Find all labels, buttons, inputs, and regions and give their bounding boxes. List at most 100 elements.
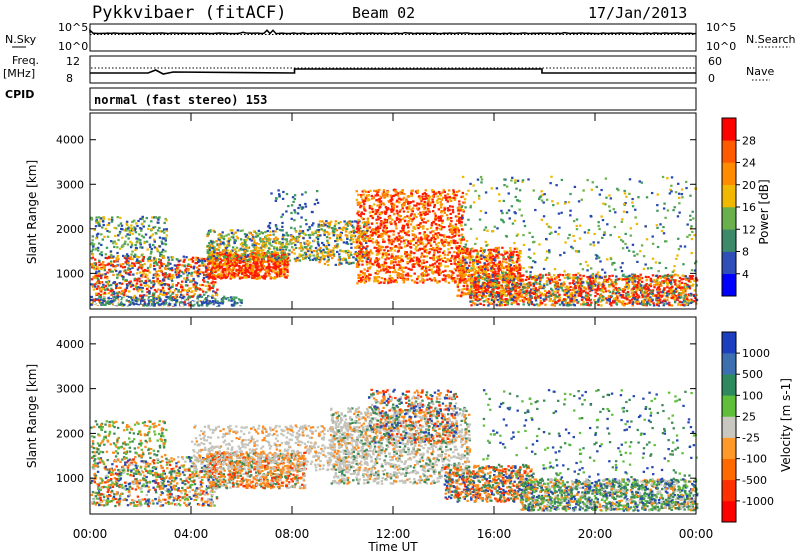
echo-cell <box>229 253 232 257</box>
echo-cell <box>273 240 276 243</box>
echo-cell <box>417 207 421 210</box>
echo-cell <box>194 284 198 288</box>
echo-cell <box>261 240 265 243</box>
echo-cell <box>110 296 113 300</box>
echo-cell <box>404 252 407 255</box>
echo-cell <box>462 275 466 278</box>
echo-cell <box>269 276 272 279</box>
echo-cell <box>384 192 388 195</box>
echo-cell <box>418 195 421 198</box>
echo-cell <box>443 244 446 247</box>
echo-cell <box>295 235 299 239</box>
echo-cell <box>463 267 467 270</box>
echo-cell <box>352 226 355 229</box>
echo-cell <box>420 262 424 265</box>
echo-cell <box>237 249 241 252</box>
echo-cell <box>235 261 238 264</box>
echo-cell <box>267 274 271 277</box>
echo-cell <box>494 246 497 250</box>
echo-cell <box>172 304 176 307</box>
echo-cell <box>271 240 275 243</box>
echo-cell <box>253 260 256 263</box>
echo-cell <box>109 264 113 267</box>
echo-cell <box>370 205 373 208</box>
echo-cell <box>454 230 457 233</box>
echo-cell <box>317 256 321 260</box>
echo-cell <box>106 223 109 227</box>
echo-cell <box>210 240 213 243</box>
echo-cell <box>147 302 151 305</box>
echo-cell <box>358 257 361 260</box>
echo-cell <box>442 278 446 281</box>
echo-cell <box>456 266 459 269</box>
echo-cell <box>305 255 308 258</box>
echo-cell <box>229 229 232 232</box>
echo-cell <box>252 271 255 275</box>
echo-cell <box>415 207 419 210</box>
echo-cell <box>363 251 366 255</box>
echo-cell <box>141 286 144 290</box>
echo-cell <box>213 262 217 265</box>
echo-cell <box>236 260 240 263</box>
echo-cell <box>357 277 360 280</box>
echo-cell <box>410 257 413 261</box>
echo-cell <box>259 237 262 240</box>
echo-cell <box>135 222 138 225</box>
echo-cell <box>123 242 126 245</box>
echo-cell <box>134 261 138 264</box>
echo-cell <box>509 253 512 256</box>
echo-cell <box>106 300 110 303</box>
echo-cell <box>144 268 147 272</box>
echo-cell <box>98 261 101 264</box>
echo-cell <box>134 227 137 230</box>
echo-cell <box>322 224 325 227</box>
echo-cell <box>96 246 100 250</box>
echo-cell <box>468 293 472 296</box>
echo-cell <box>246 237 250 240</box>
echo-cell <box>282 270 285 274</box>
echo-cell <box>322 248 325 251</box>
echo-cell <box>419 217 423 220</box>
echo-cell <box>407 230 410 233</box>
echo-cell <box>94 299 98 302</box>
echo-cell <box>371 262 374 266</box>
echo-cell <box>286 252 290 255</box>
echo-cell <box>206 280 209 284</box>
echo-cell <box>96 267 100 270</box>
echo-cell <box>152 276 155 279</box>
echo-cell <box>450 246 453 250</box>
echo-cell <box>224 260 228 263</box>
echo-cell <box>479 271 482 274</box>
echo-cell <box>160 269 163 272</box>
echo-cell <box>320 252 323 255</box>
echo-cell <box>359 280 363 284</box>
echo-cell <box>407 221 410 224</box>
echo-cell <box>435 191 439 195</box>
echo-cell <box>462 284 466 288</box>
echo-cell <box>461 254 465 257</box>
echo-cell <box>99 281 103 284</box>
echo-cell <box>262 257 266 260</box>
echo-cell <box>218 236 222 240</box>
echo-cell <box>142 225 145 228</box>
echo-cell <box>267 270 270 273</box>
echo-cell <box>360 279 363 282</box>
echo-cell <box>216 297 219 301</box>
echo-cell <box>450 277 453 280</box>
echo-cell <box>344 230 348 233</box>
echo-cell <box>100 268 103 271</box>
echo-cell <box>141 290 144 293</box>
echo-cell <box>445 198 448 201</box>
echo-cell <box>252 235 255 239</box>
echo-cell <box>121 304 124 307</box>
echo-cell <box>225 251 228 255</box>
echo-cell <box>357 275 361 278</box>
echo-cell <box>112 300 115 303</box>
echo-cell <box>281 233 285 236</box>
echo-cell <box>126 295 129 298</box>
echo-cell <box>417 275 420 278</box>
echo-cell <box>351 220 354 223</box>
echo-cell <box>380 224 383 227</box>
echo-cell <box>367 194 370 197</box>
echo-cell <box>208 261 211 264</box>
